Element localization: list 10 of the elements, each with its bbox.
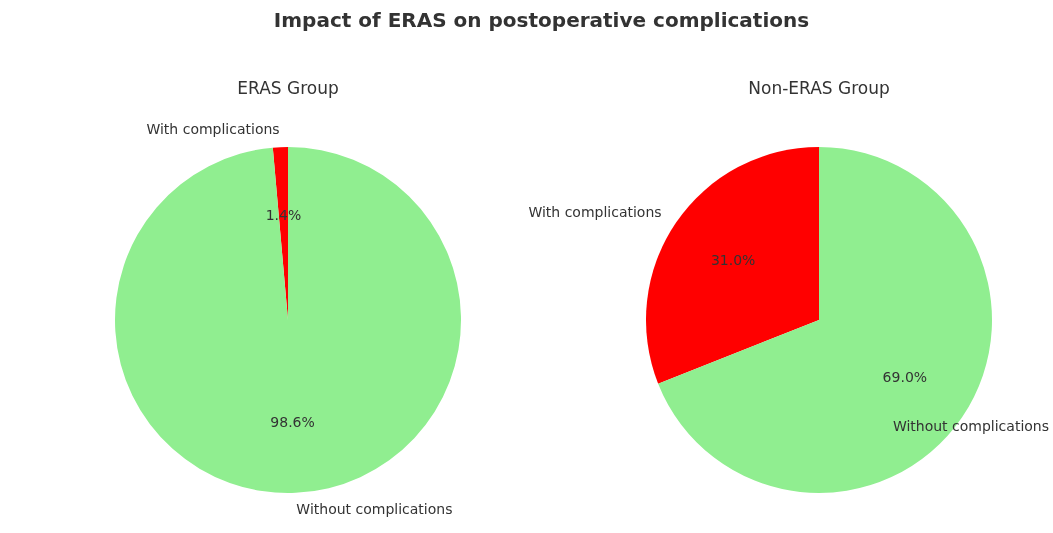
slice-label: With complications	[528, 203, 662, 220]
slice-label: Without complications	[892, 417, 1050, 434]
slice-label: Without complications	[296, 500, 453, 517]
data-label: 31.0%	[710, 252, 756, 269]
data-label: 69.0%	[882, 368, 928, 385]
text: Impact of ERAS on postoperative complications	[272, 8, 811, 32]
slice-label: With complications	[146, 120, 280, 137]
chart-title: Non-ERAS Group	[748, 78, 890, 99]
data-label: 98.6%	[270, 414, 315, 431]
chart-title: ERAS Group	[237, 78, 339, 99]
